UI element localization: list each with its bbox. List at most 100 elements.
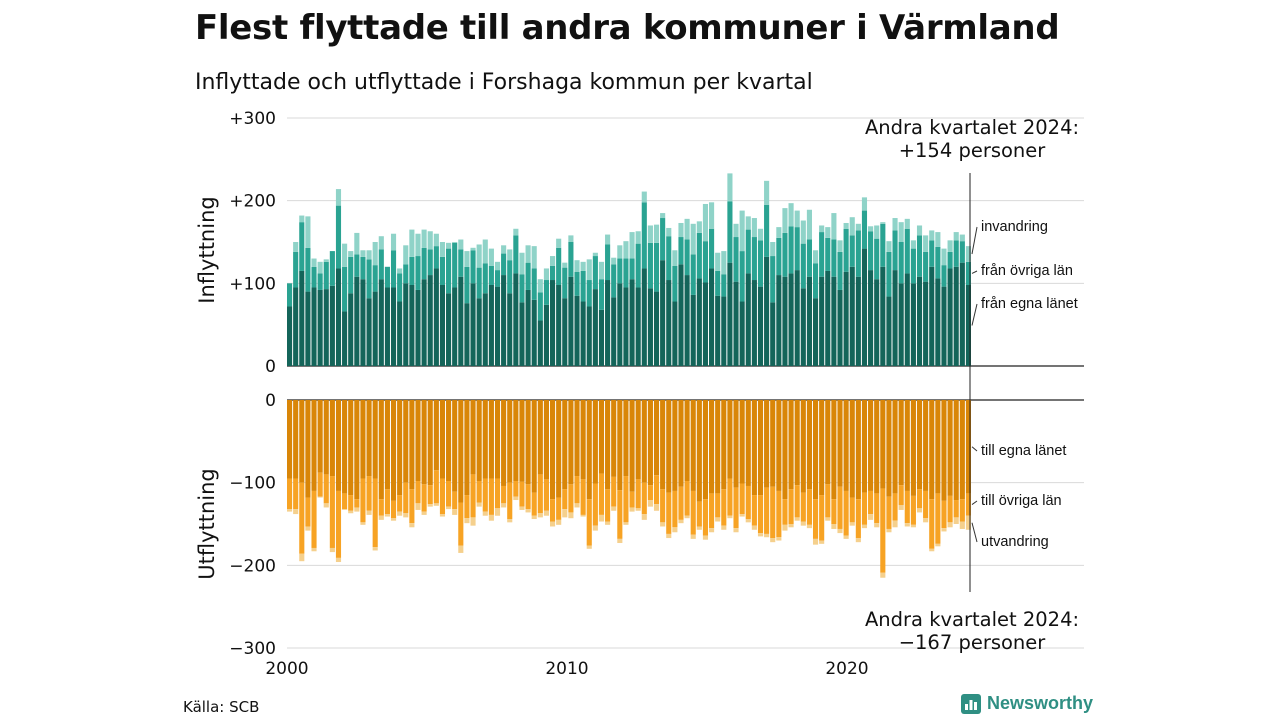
bar-utflyttning-s1 xyxy=(825,484,831,518)
bar-utflyttning-s1 xyxy=(476,481,482,503)
bar-inflyttning-s1 xyxy=(311,266,317,288)
bar-utflyttning-s0 xyxy=(855,400,861,500)
bar-utflyttning-s1 xyxy=(556,497,562,520)
bar-inflyttning-s2 xyxy=(586,259,592,281)
bar-utflyttning-s1 xyxy=(494,478,501,509)
bar-utflyttning-s1 xyxy=(886,496,892,529)
bar-utflyttning-s1 xyxy=(598,473,605,515)
bar-utflyttning-s1 xyxy=(861,492,868,525)
bar-inflyttning-s1 xyxy=(892,230,898,271)
bar-utflyttning-s2 xyxy=(360,522,366,525)
bar-utflyttning-s2 xyxy=(470,517,476,526)
bar-inflyttning-s2 xyxy=(953,232,959,241)
bar-inflyttning-s0 xyxy=(941,286,947,366)
bar-utflyttning-s1 xyxy=(923,490,929,519)
bar-inflyttning-s2 xyxy=(439,242,446,257)
bar-utflyttning-s1 xyxy=(415,481,421,504)
bar-utflyttning-s1 xyxy=(305,497,311,527)
bar-utflyttning-s2 xyxy=(311,547,317,552)
bar-utflyttning-s1 xyxy=(660,489,666,523)
bar-inflyttning-s2 xyxy=(549,256,556,266)
bar-inflyttning-s2 xyxy=(556,238,562,248)
bar-inflyttning-s0 xyxy=(678,264,684,366)
bar-utflyttning-s1 xyxy=(904,490,910,524)
bar-inflyttning-s0 xyxy=(819,276,825,366)
bar-inflyttning-s0 xyxy=(690,294,696,366)
bar-inflyttning-s1 xyxy=(446,248,452,294)
bar-inflyttning-s2 xyxy=(482,239,488,264)
bar-inflyttning-s1 xyxy=(782,232,788,277)
bar-utflyttning-s0 xyxy=(947,400,953,496)
bar-utflyttning-s1 xyxy=(549,499,556,522)
bar-inflyttning-s2 xyxy=(531,246,537,269)
bar-utflyttning-s2 xyxy=(923,518,929,523)
bar-utflyttning-s0 xyxy=(427,400,433,486)
legend-leader xyxy=(971,522,978,543)
bar-utflyttning-s0 xyxy=(733,400,739,488)
bar-utflyttning-s0 xyxy=(953,400,959,501)
bar-inflyttning-s2 xyxy=(403,245,409,265)
bar-utflyttning-s1 xyxy=(482,478,488,512)
bar-inflyttning-s2 xyxy=(360,250,366,257)
bar-inflyttning-s2 xyxy=(598,261,605,280)
bar-inflyttning-s1 xyxy=(629,258,635,280)
bar-utflyttning-s1 xyxy=(929,499,935,549)
bar-inflyttning-s2 xyxy=(342,243,348,267)
bar-inflyttning-s2 xyxy=(898,222,904,242)
bar-utflyttning-s0 xyxy=(390,400,397,501)
bar-utflyttning-s0 xyxy=(598,400,605,474)
bar-inflyttning-s1 xyxy=(776,237,782,276)
bar-inflyttning-s0 xyxy=(562,298,568,366)
x-tick-label: 2020 xyxy=(825,659,868,679)
bar-utflyttning-s0 xyxy=(549,400,556,500)
bar-inflyttning-s0 xyxy=(709,268,715,366)
bar-inflyttning-s0 xyxy=(543,304,549,366)
bar-utflyttning-s0 xyxy=(421,400,427,485)
bar-inflyttning-s1 xyxy=(390,250,397,288)
bar-inflyttning-s1 xyxy=(929,240,935,267)
bar-inflyttning-s1 xyxy=(562,267,568,299)
legend-label: till egna länet xyxy=(981,443,1066,459)
bar-utflyttning-s1 xyxy=(409,489,415,524)
bar-utflyttning-s0 xyxy=(470,400,476,475)
bar-utflyttning-s2 xyxy=(666,533,672,539)
bar-inflyttning-s0 xyxy=(727,262,733,366)
bar-utflyttning-s1 xyxy=(562,489,568,510)
bar-inflyttning-s1 xyxy=(709,228,715,269)
bar-inflyttning-s0 xyxy=(501,275,507,366)
bar-utflyttning-s1 xyxy=(507,482,513,520)
bar-inflyttning-s2 xyxy=(452,242,458,243)
bar-utflyttning-s0 xyxy=(886,400,892,497)
bar-utflyttning-s0 xyxy=(458,400,464,503)
bar-utflyttning-s0 xyxy=(959,400,965,500)
bar-inflyttning-s2 xyxy=(696,221,702,233)
bar-inflyttning-s1 xyxy=(690,254,696,295)
bar-inflyttning-s1 xyxy=(751,237,757,281)
bar-utflyttning-s1 xyxy=(819,495,825,541)
bar-utflyttning-s2 xyxy=(397,511,403,516)
bar-inflyttning-s0 xyxy=(684,275,690,366)
y-axis-label: Utflyttning xyxy=(195,468,219,580)
bar-inflyttning-s0 xyxy=(904,273,910,366)
annotation-line: −167 personer xyxy=(899,631,1047,654)
bar-utflyttning-s1 xyxy=(427,485,433,505)
bar-inflyttning-s2 xyxy=(409,229,415,257)
bar-inflyttning-s0 xyxy=(592,289,598,366)
bar-utflyttning-s2 xyxy=(843,535,849,539)
bar-utflyttning-s1 xyxy=(335,490,342,558)
bar-utflyttning-s2 xyxy=(886,528,892,533)
bar-utflyttning-s2 xyxy=(537,513,543,518)
bar-utflyttning-s0 xyxy=(476,400,482,482)
bar-utflyttning-s0 xyxy=(299,400,305,483)
bar-utflyttning-s2 xyxy=(574,503,580,508)
bar-inflyttning-s1 xyxy=(519,274,525,303)
legend-leader xyxy=(971,446,978,452)
bar-utflyttning-s2 xyxy=(892,520,898,528)
bar-inflyttning-s1 xyxy=(861,210,868,249)
bar-utflyttning-s1 xyxy=(458,502,464,546)
bar-utflyttning-s1 xyxy=(678,486,684,520)
bar-inflyttning-s1 xyxy=(794,227,800,271)
bar-utflyttning-s0 xyxy=(880,400,886,489)
bar-inflyttning-s0 xyxy=(647,288,653,366)
bar-utflyttning-s2 xyxy=(605,521,611,525)
